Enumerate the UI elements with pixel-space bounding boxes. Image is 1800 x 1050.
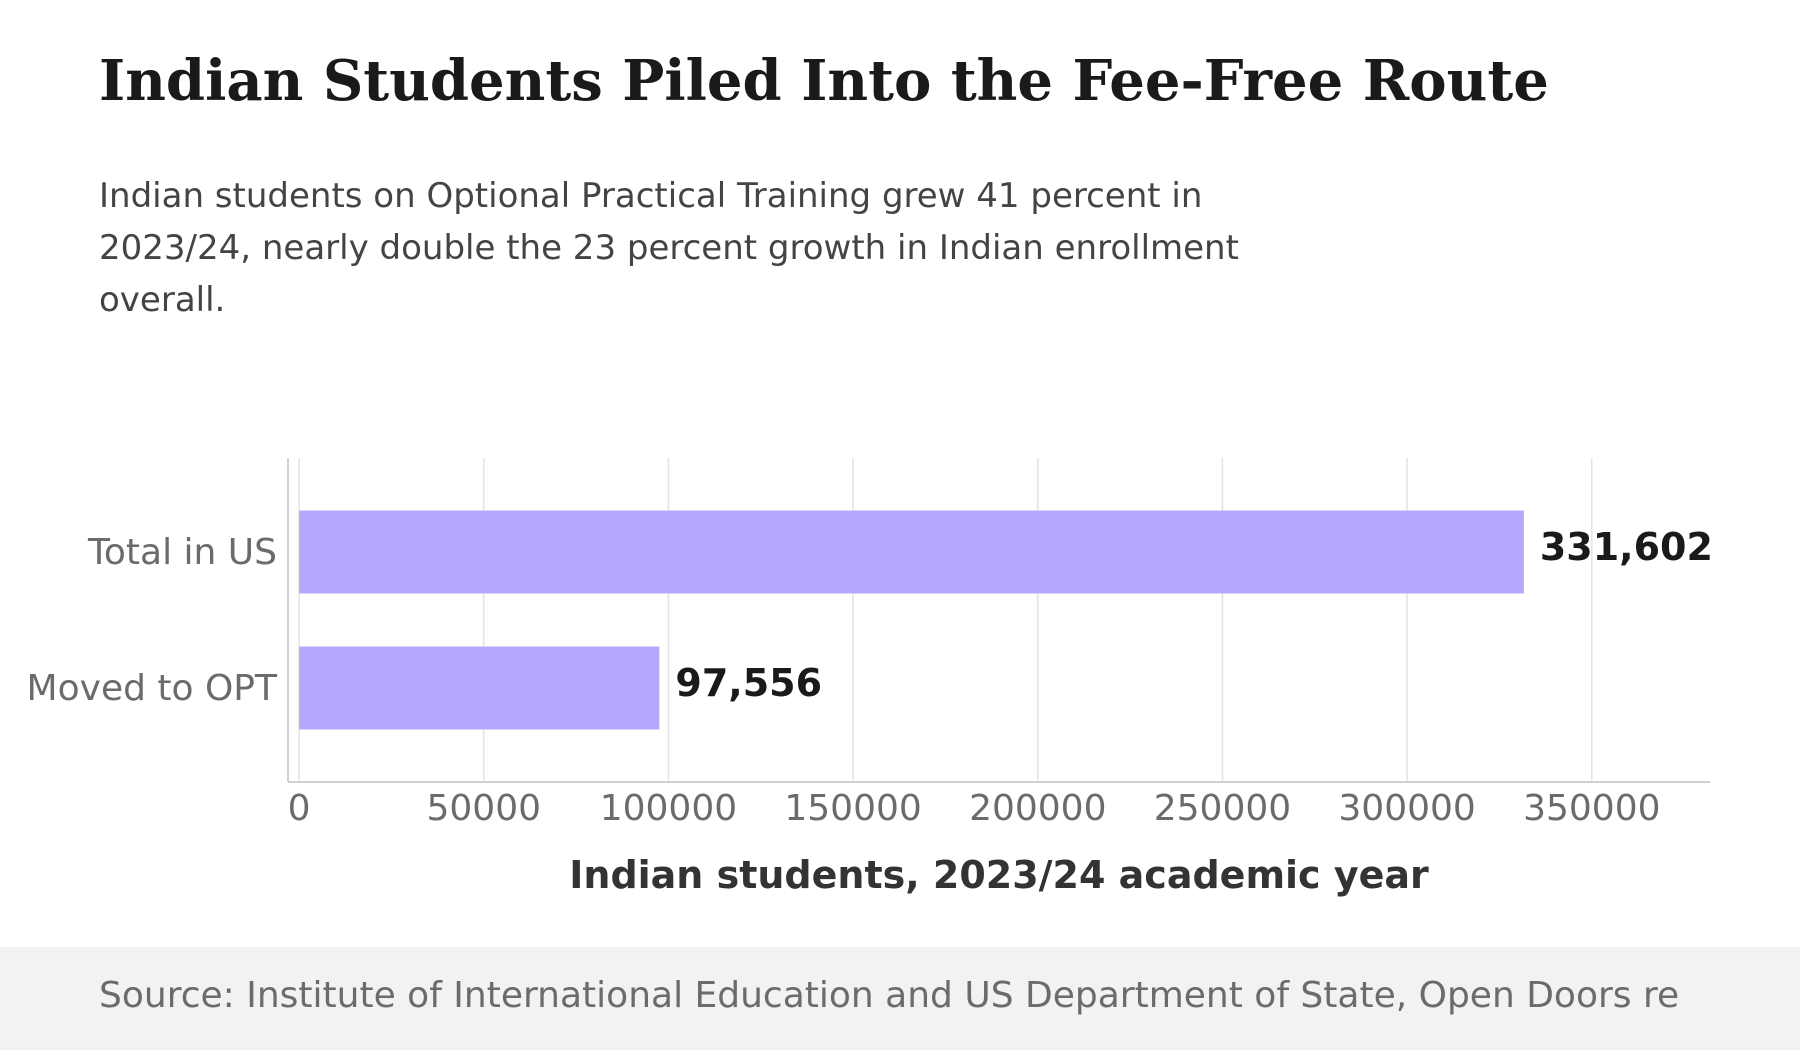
bar-chart: 0 50000 100000 150000 200000 250000 300000 3500… [27, 458, 1713, 897]
value-label: 331,602 [1540, 525, 1713, 569]
source-footer: Source: Institute of International Educa… [0, 947, 1800, 1050]
grid-lines [298, 458, 1593, 782]
chart-subtitle: Indian students on Optional Practical Tr… [99, 176, 1239, 320]
x-tick-label: 300000 [1338, 788, 1475, 829]
x-tick-label: 200000 [969, 788, 1106, 829]
x-tick-label: 350000 [1523, 788, 1660, 829]
chart-title: Indian Students Piled Into the Fee-Free … [99, 48, 1549, 114]
bar [299, 510, 1524, 594]
category-label: Moved to OPT [27, 668, 278, 709]
category-label: Total in US [87, 532, 277, 573]
axes [287, 458, 1710, 783]
source-note: Source: Institute of International Educa… [99, 975, 1680, 1016]
x-tick-label: 50000 [426, 788, 541, 829]
x-tick-label: 100000 [600, 788, 737, 829]
value-label: 97,556 [675, 661, 822, 705]
x-axis-title: Indian students, 2023/24 academic year [569, 853, 1429, 897]
labels: 0 50000 100000 150000 200000 250000 300000 3500… [27, 525, 1713, 897]
bars [299, 510, 1524, 730]
bar [299, 646, 660, 730]
x-tick-label: 0 [288, 788, 311, 829]
x-tick-label: 150000 [784, 788, 921, 829]
x-tick-label: 250000 [1154, 788, 1291, 829]
